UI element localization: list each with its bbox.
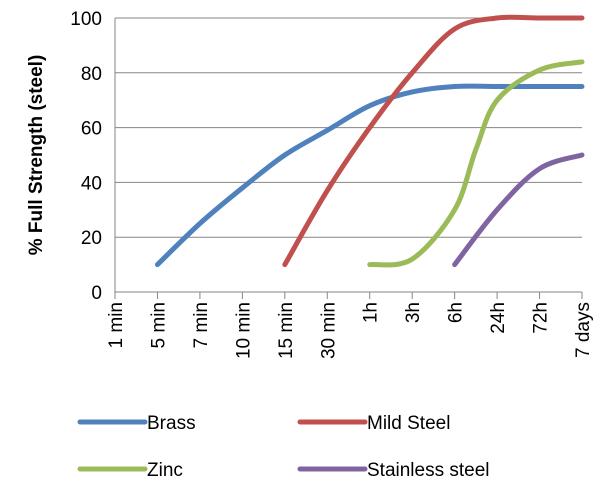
y-tick-label: 20 <box>81 228 102 249</box>
legend-label-mild-steel: Mild Steel <box>367 413 450 434</box>
x-tick-label: 10 min <box>233 302 254 359</box>
x-tick-label: 1h <box>361 302 382 323</box>
grid-layer <box>115 17 582 238</box>
x-tick-label: 1 min <box>106 302 127 348</box>
series-line-zinc <box>367 59 585 268</box>
x-tick-label: 72h <box>531 302 552 334</box>
series-layer <box>154 14 585 268</box>
series-line-stainless-steel <box>452 152 585 268</box>
y-tick-label: 100 <box>70 9 102 30</box>
label-layer: 0 20 40 60 80 100 1 min 5 min 7 min 10 min 15 min 3… <box>26 9 594 359</box>
legend: Brass Mild Steel Zinc Stainless steel <box>77 413 490 481</box>
series-line-mild-steel <box>282 14 585 268</box>
x-tick-label: 15 min <box>276 302 297 359</box>
x-tick-label: 7 days <box>573 302 594 358</box>
x-tick-label: 5 min <box>148 302 169 348</box>
x-tick-label: 6h <box>446 302 467 323</box>
y-tick-label: 0 <box>91 283 102 304</box>
series-line-brass <box>154 83 585 268</box>
y-tick-label: 40 <box>81 173 102 194</box>
x-tick-label: 3h <box>403 302 424 323</box>
legend-label-zinc: Zinc <box>147 460 183 481</box>
y-tick-label: 80 <box>81 64 102 85</box>
legend-label-stainless-steel: Stainless steel <box>367 460 490 481</box>
y-tick-label: 60 <box>81 119 102 140</box>
y-axis-title: % Full Strength (steel) <box>26 55 47 256</box>
legend-label-brass: Brass <box>147 413 196 434</box>
axis-layer <box>114 18 583 299</box>
x-tick-label: 30 min <box>318 302 339 359</box>
x-tick-label: 7 min <box>191 302 212 348</box>
x-tick-label: 24h <box>488 302 509 334</box>
